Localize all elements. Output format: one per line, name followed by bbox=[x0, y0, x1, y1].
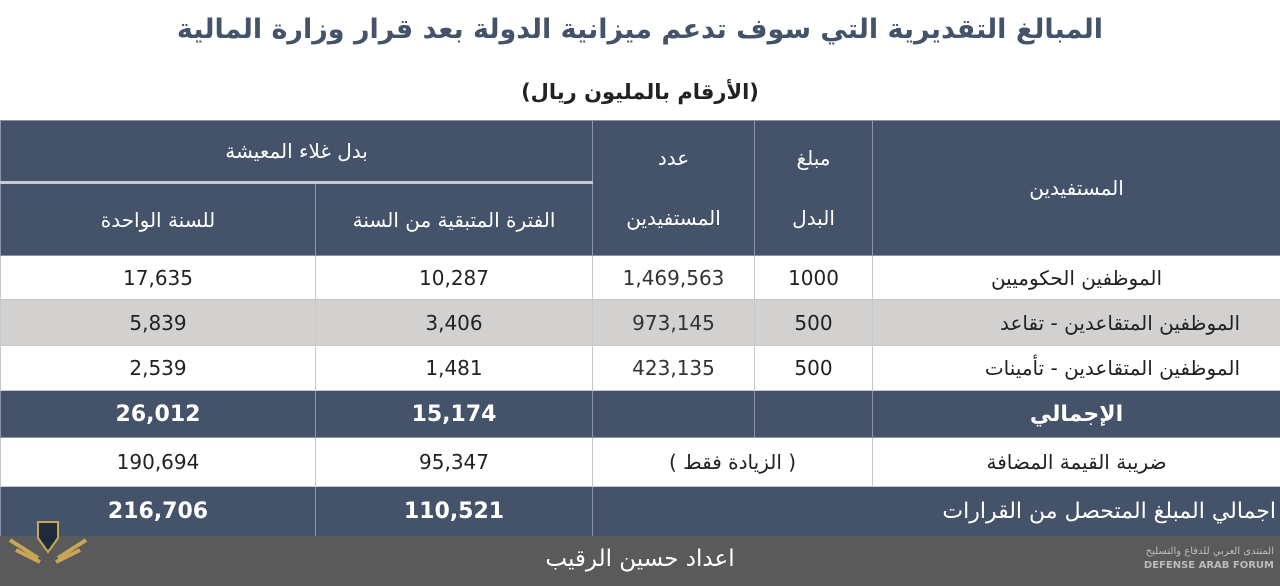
total-year: 26,012 bbox=[0, 390, 317, 438]
row-year: 2,539 bbox=[0, 345, 317, 391]
row-remaining: 3,406 bbox=[315, 299, 594, 346]
vat-row: ضريبة القيمة المضافة ( الزيادة فقط ) 95,… bbox=[0, 437, 1280, 487]
row-remaining: 1,481 bbox=[315, 345, 594, 391]
header-remaining: الفترة المتبقية من السنة bbox=[315, 182, 594, 256]
budget-table: المستفيدين مبلغ البدل عدد المستفيدين بدل غ… bbox=[0, 120, 1280, 537]
row-count: 423,135 bbox=[592, 345, 756, 391]
grand-total-row: اجمالي المبلغ المتحصل من القرارات 110,52… bbox=[0, 486, 1280, 537]
page-title: المبالغ التقديرية التي سوف تدعم ميزانية … bbox=[176, 14, 1104, 45]
header-year: للسنة الواحدة bbox=[0, 182, 317, 256]
row-name: الموظفين المتقاعدين - تأمينات bbox=[872, 345, 1280, 391]
row-year: 17,635 bbox=[0, 255, 317, 300]
grand-label: اجمالي المبلغ المتحصل من القرارات bbox=[592, 486, 1280, 537]
total-row: الإجمالي 15,174 26,012 bbox=[0, 390, 1280, 438]
row-count: 973,145 bbox=[592, 299, 756, 346]
vat-remaining: 95,347 bbox=[315, 437, 594, 487]
header-beneficiaries: المستفيدين bbox=[872, 120, 1280, 256]
footer-credit: اعداد حسين الرقيب bbox=[0, 536, 1280, 586]
header-amount: مبلغ البدل bbox=[754, 120, 874, 256]
header-count: عدد المستفيدين bbox=[592, 120, 756, 256]
forum-logo-left bbox=[8, 520, 88, 584]
grand-remaining: 110,521 bbox=[315, 486, 594, 537]
row-year: 5,839 bbox=[0, 299, 317, 346]
header-cola: بدل غلاء المعيشة bbox=[0, 120, 594, 184]
total-label: الإجمالي bbox=[872, 390, 1280, 438]
row-amount: 1000 bbox=[754, 255, 874, 300]
header-count-line1: عدد bbox=[657, 146, 690, 170]
row-count: 1,469,563 bbox=[592, 255, 756, 300]
table-row: الموظفين المتقاعدين - تأمينات 500 423,13… bbox=[0, 345, 1280, 391]
row-name: الموظفين المتقاعدين - تقاعد bbox=[872, 299, 1280, 346]
row-amount: 500 bbox=[754, 299, 874, 346]
header-amount-line2: البدل bbox=[792, 206, 835, 230]
header-count-line2: المستفيدين bbox=[626, 206, 721, 230]
vat-note: ( الزيادة فقط ) bbox=[592, 437, 874, 487]
row-amount: 500 bbox=[754, 345, 874, 391]
forum-watermark-right: المنتدى العربي للدفاع والتسليح DEFENSE AR… bbox=[1143, 546, 1274, 571]
page-subtitle: (الأرقام بالمليون ريال) bbox=[521, 80, 759, 104]
row-name: الموظفين الحكوميين bbox=[872, 255, 1280, 300]
table-row: الموظفين الحكوميين 1000 1,469,563 10,287… bbox=[0, 255, 1280, 300]
shield-wings-icon bbox=[8, 521, 88, 564]
table-row: الموظفين المتقاعدين - تقاعد 500 973,145 … bbox=[0, 299, 1280, 346]
vat-label: ضريبة القيمة المضافة bbox=[872, 437, 1280, 487]
row-remaining: 10,287 bbox=[315, 255, 594, 300]
vat-year: 190,694 bbox=[0, 437, 317, 487]
total-remaining: 15,174 bbox=[315, 390, 594, 438]
header-amount-line1: مبلغ bbox=[796, 146, 831, 170]
